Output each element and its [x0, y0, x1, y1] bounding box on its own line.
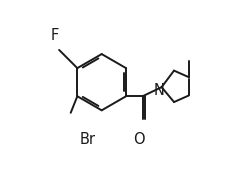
Text: O: O — [133, 132, 144, 147]
Text: F: F — [50, 28, 58, 43]
Text: Br: Br — [79, 132, 95, 147]
Text: N: N — [153, 83, 164, 98]
